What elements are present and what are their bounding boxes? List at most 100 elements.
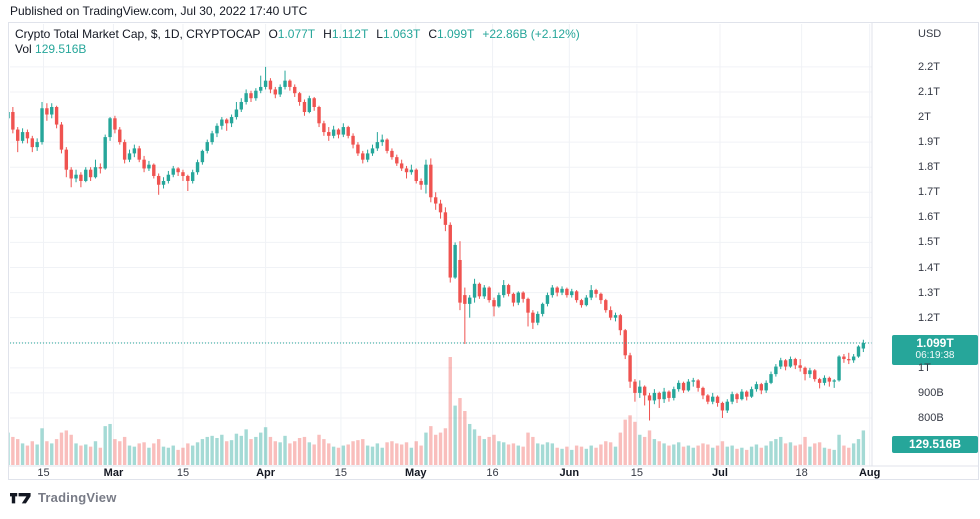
candle-body	[45, 108, 49, 115]
volume-bar	[361, 439, 365, 465]
volume-bar	[633, 421, 637, 465]
volume-bar	[54, 439, 59, 465]
candle-body	[69, 169, 73, 179]
tradingview-logo-icon[interactable]	[10, 491, 31, 505]
candle-body	[181, 172, 185, 176]
candle-body	[113, 118, 117, 130]
candle-body	[341, 127, 346, 135]
volume-bar	[613, 446, 618, 465]
volume-bar	[570, 449, 574, 465]
price-tick-label: 1.2T	[918, 311, 941, 324]
candle-body	[531, 312, 535, 323]
volume-bar	[176, 449, 180, 465]
candle-body	[545, 295, 550, 304]
price-tick-label: 1.3T	[918, 286, 941, 299]
candle-body	[84, 169, 88, 181]
candle-body	[127, 153, 132, 160]
time-tick-label: Jun	[559, 467, 580, 479]
candle-body	[458, 259, 462, 303]
volume-bar	[463, 411, 467, 465]
candle-body	[497, 295, 501, 307]
candle-body	[584, 297, 589, 306]
candle-body	[472, 283, 477, 298]
candle-body	[822, 377, 827, 383]
candle-body	[754, 384, 759, 390]
candle-body	[691, 380, 695, 382]
candle-body	[98, 167, 103, 169]
candle-body	[54, 106, 59, 125]
volume-bar	[215, 438, 219, 465]
volume-bar	[419, 445, 423, 465]
volume-bar	[599, 444, 603, 465]
volume-bar	[540, 444, 545, 465]
volume-bar	[638, 434, 642, 465]
candle-body	[229, 117, 234, 124]
candle-body	[832, 380, 836, 382]
candle-body	[681, 382, 686, 391]
candle-body	[608, 310, 613, 318]
volume-bar	[720, 441, 725, 465]
candle-body	[312, 98, 316, 107]
volume-bar	[40, 428, 44, 465]
volume-bar	[268, 436, 273, 465]
price-axis[interactable]: USD 1.099T 06:19:38 129.516B 2.2T 2.1T 2T 1…	[872, 23, 978, 466]
candle-body	[769, 374, 773, 383]
candle-body	[156, 175, 161, 185]
volume-bar	[429, 426, 433, 465]
candle-body	[273, 89, 277, 95]
candle-body	[686, 381, 691, 391]
chart-plot-canvas[interactable]	[9, 23, 978, 479]
volume-bar	[832, 449, 836, 465]
tradingview-attribution[interactable]: TradingView	[10, 490, 117, 505]
tradingview-wordmark[interactable]: TradingView	[38, 490, 117, 505]
candle-body	[365, 153, 370, 160]
volume-bar	[438, 432, 443, 465]
volume-bar	[147, 447, 151, 465]
candle-body	[696, 380, 700, 388]
candle-body	[380, 139, 384, 143]
candle-body	[502, 285, 506, 296]
volume-bar	[341, 445, 346, 465]
volume-bar	[181, 447, 185, 465]
chart-frame: Crypto Total Market Cap, $, 1D, CRYPTOCA…	[8, 22, 979, 480]
time-tick-label: 15	[176, 467, 190, 479]
volume-bar	[545, 442, 550, 465]
volume-bar	[35, 444, 39, 465]
candle-body	[79, 174, 83, 181]
chart-legend: Crypto Total Market Cap, $, 1D, CRYPTOCA…	[15, 27, 580, 57]
time-tick-label: Aug	[858, 467, 881, 479]
volume-bar	[754, 444, 759, 465]
volume-bar	[84, 444, 88, 465]
volume-bar	[278, 442, 282, 465]
candle-body	[25, 132, 30, 139]
volume-bar	[93, 441, 98, 465]
candle-body	[50, 106, 54, 115]
candle-body	[161, 180, 166, 185]
volume-bar	[142, 442, 146, 465]
volume-bar	[822, 447, 827, 465]
price-tick-label: 900B	[918, 386, 944, 399]
time-axis[interactable]: 15 Mar 15 Apr 15 May 16 Jun 15 Jul 18 Aug	[9, 466, 880, 479]
volume-label: Vol	[15, 42, 32, 56]
candle-body	[779, 360, 783, 367]
candle-body	[628, 355, 632, 382]
candle-body	[40, 108, 44, 143]
candle-body	[788, 359, 793, 367]
candle-body	[856, 346, 861, 357]
candle-body	[399, 163, 404, 169]
candle-body	[730, 394, 734, 402]
volume-bar	[628, 415, 632, 465]
candle-body	[463, 295, 467, 304]
volume-bar	[195, 442, 200, 465]
candle-body	[764, 382, 768, 391]
ohlc-open: O1.077T	[268, 27, 316, 41]
volume-bar	[122, 436, 127, 465]
candle-body	[331, 129, 336, 136]
volume-bar	[550, 443, 555, 465]
volume-bar	[584, 448, 589, 465]
candle-body	[254, 90, 258, 99]
volume-bar	[108, 423, 112, 465]
candle-body	[842, 356, 846, 360]
volume-bar	[225, 441, 229, 465]
volume-bar	[220, 434, 224, 465]
